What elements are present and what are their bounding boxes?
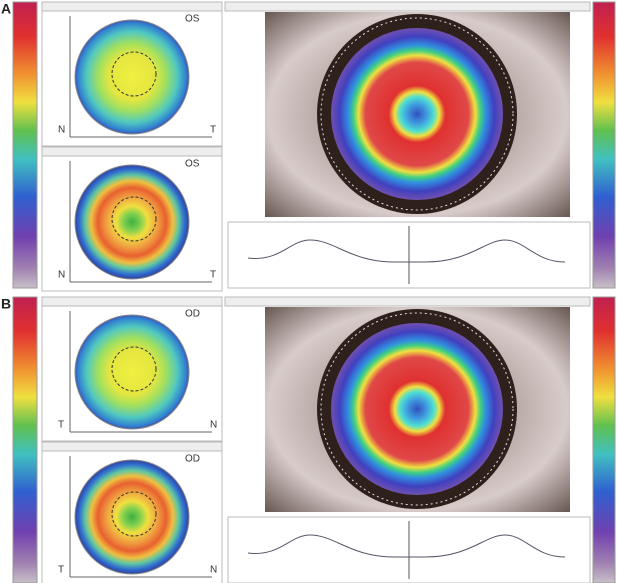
panel-label: A <box>1 1 11 17</box>
left-direction: N <box>58 270 65 281</box>
left-direction: N <box>58 125 65 136</box>
panel-label: B <box>1 296 11 312</box>
difference-header <box>224 1 591 12</box>
pupil-outline <box>111 491 157 537</box>
eye-label: OD <box>185 454 200 465</box>
limbus-outline <box>320 17 514 211</box>
topography-map <box>74 19 190 135</box>
pupil-outline <box>111 51 157 97</box>
color-scale <box>12 1 38 289</box>
pupil-outline <box>111 196 157 242</box>
color-scale <box>592 1 616 289</box>
eye-label: OS <box>185 159 200 170</box>
map-header <box>41 441 223 452</box>
topography-map <box>74 459 190 575</box>
map-header <box>41 146 223 157</box>
map-header <box>41 1 223 12</box>
topography-map <box>74 164 190 280</box>
left-direction: T <box>58 420 64 431</box>
eye-label: OS <box>185 14 200 25</box>
profile-curve <box>247 534 566 558</box>
topography-map <box>74 314 190 430</box>
color-scale <box>592 296 616 583</box>
difference-map <box>331 323 503 495</box>
pupil-outline <box>111 346 157 392</box>
map-header <box>41 296 223 307</box>
profile-curve <box>247 239 566 263</box>
left-direction: T <box>58 565 64 576</box>
right-direction: T <box>210 270 216 281</box>
difference-map <box>331 28 503 200</box>
color-scale <box>12 296 38 583</box>
eye-label: OD <box>185 309 200 320</box>
right-direction: T <box>210 125 216 136</box>
right-direction: N <box>210 565 217 576</box>
difference-header <box>224 296 591 307</box>
limbus-outline <box>320 312 514 506</box>
right-direction: N <box>210 420 217 431</box>
